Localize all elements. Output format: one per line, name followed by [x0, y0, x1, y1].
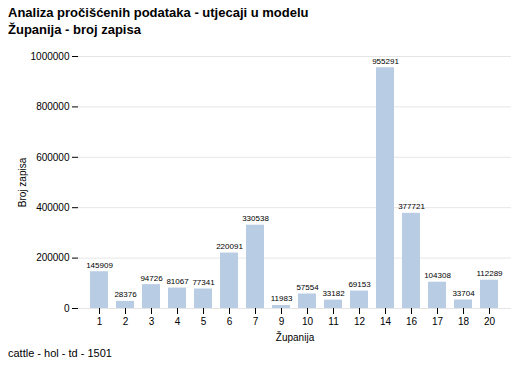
- svg-text:112289: 112289: [476, 269, 503, 278]
- html-text:cattle - hol - td - 1501: cattle - hol - td - 1501: [8, 347, 112, 359]
- svg-text:3: 3: [149, 316, 155, 327]
- svg-text:12: 12: [354, 316, 366, 327]
- svg-text:955291: 955291: [372, 57, 399, 66]
- svg-text:28376: 28376: [114, 290, 137, 299]
- svg-text:9: 9: [279, 316, 285, 327]
- svg-text:6: 6: [227, 316, 233, 327]
- svg-text:1: 1: [97, 316, 103, 327]
- html-text:Županija - broj zapisa: Županija - broj zapisa: [8, 22, 141, 37]
- svg-text:17: 17: [432, 316, 444, 327]
- svg-text:0: 0: [64, 303, 70, 314]
- svg-text:94726: 94726: [140, 274, 163, 283]
- svg-text:33182: 33182: [322, 289, 345, 298]
- svg-text:104308: 104308: [424, 271, 451, 280]
- svg-text:377721: 377721: [398, 202, 425, 211]
- svg-text:1000000: 1000000: [31, 51, 70, 62]
- svg-text:Broj zapisa: Broj zapisa: [17, 157, 28, 207]
- svg-text:220091: 220091: [216, 242, 243, 251]
- svg-text:330538: 330538: [242, 214, 269, 223]
- svg-text:14: 14: [380, 316, 392, 327]
- svg-text:10: 10: [302, 316, 314, 327]
- svg-text:600000: 600000: [36, 152, 70, 163]
- svg-text:57554: 57554: [296, 283, 319, 292]
- svg-text:77341: 77341: [192, 278, 215, 287]
- svg-text:11983: 11983: [271, 294, 293, 303]
- svg-text:2: 2: [123, 316, 129, 327]
- svg-text:400000: 400000: [36, 202, 70, 213]
- svg-text:800000: 800000: [36, 101, 70, 112]
- html-text:Analiza pročišćenih podataka -: Analiza pročišćenih podataka - utjecaji …: [8, 5, 309, 20]
- svg-text:7: 7: [253, 316, 259, 327]
- svg-text:33704: 33704: [452, 289, 475, 298]
- svg-text:20: 20: [484, 316, 496, 327]
- svg-text:Županija: Županija: [276, 331, 315, 343]
- svg-text:5: 5: [201, 316, 207, 327]
- svg-text:4: 4: [175, 316, 181, 327]
- svg-text:200000: 200000: [36, 252, 70, 263]
- svg-text:69153: 69153: [348, 280, 371, 289]
- svg-text:18: 18: [458, 316, 470, 327]
- svg-text:11: 11: [328, 316, 339, 327]
- svg-text:16: 16: [406, 316, 418, 327]
- svg-text:145909: 145909: [86, 261, 113, 270]
- svg-text:81067: 81067: [166, 277, 189, 286]
